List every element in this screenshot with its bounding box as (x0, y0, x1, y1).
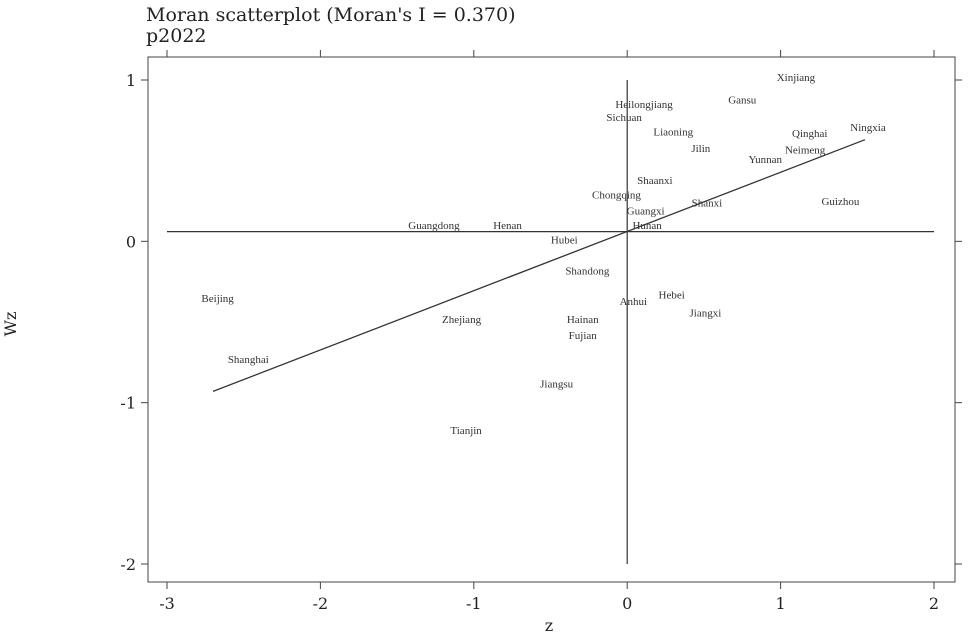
point-label: Guangdong (408, 220, 460, 232)
chart-subtitle: p2022 (146, 25, 207, 47)
point-label: Chongqing (592, 190, 641, 202)
point-label: Zhejiang (442, 314, 482, 326)
point-label: Jiangsu (540, 378, 574, 390)
x-tick-label: 1 (776, 594, 786, 613)
chart-title: Moran scatterplot (Moran's I = 0.370) (146, 4, 516, 26)
point-label: Anhui (620, 296, 648, 308)
point-label: Shanghai (228, 354, 269, 366)
x-tick-label: 0 (622, 594, 632, 613)
y-axis: -2 -1 0 1 (120, 71, 962, 574)
point-label: Hebei (659, 290, 685, 302)
point-label: Hubei (551, 235, 578, 247)
point-label: Ningxia (850, 122, 886, 134)
point-label: Shandong (565, 265, 610, 277)
reference-lines (167, 80, 934, 564)
point-label: Qinghai (792, 128, 827, 140)
point-label: Hunan (632, 220, 662, 232)
point-label: Hainan (567, 314, 599, 326)
point-label: Guangxi (627, 206, 665, 218)
x-tick-label: 2 (929, 594, 939, 613)
y-tick-label: 0 (126, 232, 136, 251)
y-axis-title: Wz (1, 312, 20, 337)
point-label: Tianjin (450, 425, 482, 437)
point-label: Gansu (728, 94, 757, 106)
regression-line (212, 139, 866, 392)
point-label: Beijing (201, 293, 234, 305)
regression-line-group (212, 139, 866, 392)
x-tick-label: -3 (159, 594, 175, 613)
x-tick-label: -1 (466, 594, 482, 613)
point-label: Heilongjiang (615, 99, 673, 111)
x-tick-label: -2 (313, 594, 329, 613)
point-label: Guizhou (821, 196, 859, 208)
point-label: Jiangxi (690, 307, 722, 319)
y-tick-label: -2 (120, 555, 136, 574)
point-label: Henan (493, 220, 522, 232)
point-label: Shaanxi (637, 175, 672, 187)
point-label: Sichuan (606, 112, 642, 124)
point-label: Neimeng (785, 144, 826, 156)
point-label: Jilin (691, 143, 710, 155)
point-label: Shanxi (692, 198, 723, 210)
point-label: Fujian (569, 330, 598, 342)
x-axis: -3 -2 -1 0 1 2 (159, 50, 939, 613)
x-axis-title: z (545, 616, 553, 635)
point-label: Liaoning (653, 127, 693, 139)
plot-frame (147, 56, 956, 583)
y-tick-label: 1 (126, 71, 136, 90)
y-tick-label: -1 (120, 394, 136, 413)
point-label: Yunnan (748, 154, 782, 166)
point-label: Xinjiang (777, 72, 816, 84)
